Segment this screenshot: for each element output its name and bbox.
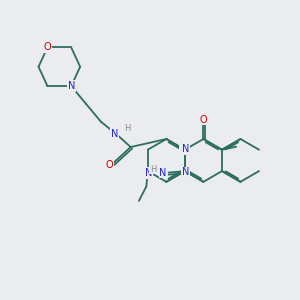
Text: N: N — [160, 168, 167, 178]
Text: N: N — [182, 144, 189, 154]
Text: O: O — [200, 115, 207, 125]
Text: N: N — [68, 81, 75, 91]
Text: H: H — [124, 124, 131, 133]
Text: H: H — [150, 164, 156, 173]
Text: N: N — [182, 167, 189, 177]
Text: N: N — [145, 168, 152, 178]
Text: N: N — [111, 129, 118, 139]
Text: O: O — [106, 160, 113, 170]
Text: N: N — [180, 144, 187, 154]
Text: O: O — [44, 43, 51, 52]
